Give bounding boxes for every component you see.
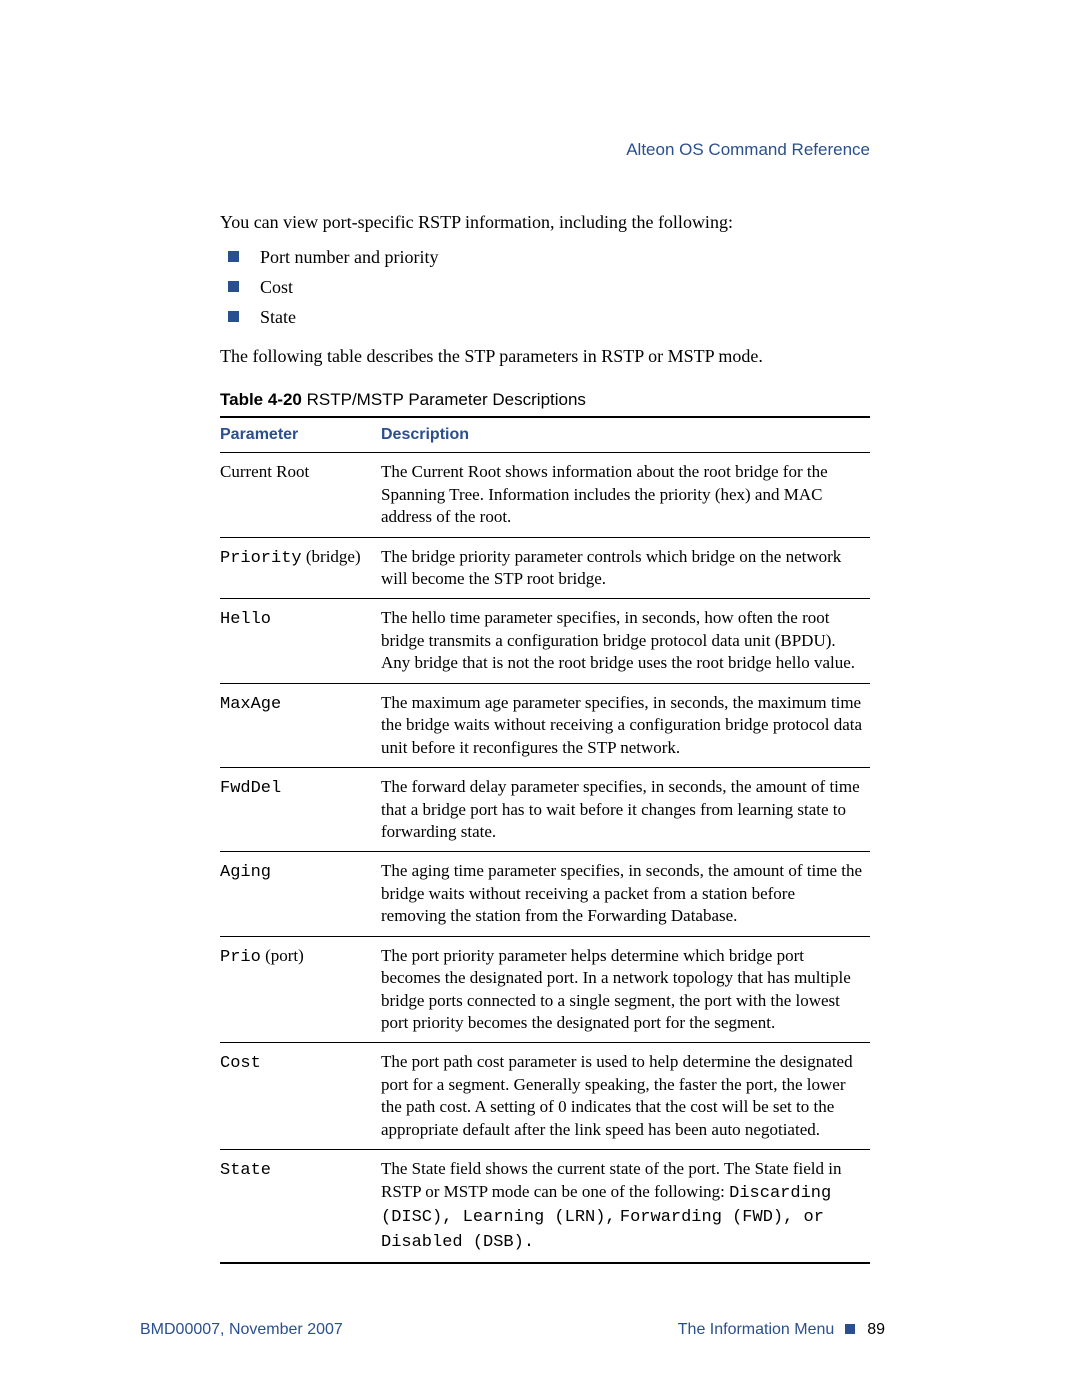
table-row: Prio (port)The port priority parameter h… xyxy=(220,936,870,1043)
parameter-table: Parameter Description Current RootThe Cu… xyxy=(220,416,870,1264)
table-header-parameter: Parameter xyxy=(220,417,381,453)
description-cell: The Current Root shows information about… xyxy=(381,453,870,537)
footer-section-label: The Information Menu xyxy=(678,1321,835,1338)
table-row: StateThe State field shows the current s… xyxy=(220,1150,870,1263)
list-item: State xyxy=(220,304,870,332)
table-row: AgingThe aging time parameter specifies,… xyxy=(220,852,870,936)
description-cell: The port priority parameter helps determ… xyxy=(381,936,870,1043)
description-cell: The aging time parameter specifies, in s… xyxy=(381,852,870,936)
intro-paragraph: You can view port-specific RSTP informat… xyxy=(220,210,870,234)
table-row: Priority (bridge)The bridge priority par… xyxy=(220,537,870,599)
table-header-row: Parameter Description xyxy=(220,417,870,453)
description-cell: The port path cost parameter is used to … xyxy=(381,1043,870,1150)
description-cell: The maximum age parameter specifies, in … xyxy=(381,683,870,767)
table-caption-prefix: Table 4-20 xyxy=(220,390,302,409)
table-caption-rest: RSTP/MSTP Parameter Descriptions xyxy=(302,390,586,409)
parameter-cell: FwdDel xyxy=(220,768,381,852)
description-cell: The State field shows the current state … xyxy=(381,1150,870,1263)
table-row: MaxAgeThe maximum age parameter specifie… xyxy=(220,683,870,767)
description-cell: The forward delay parameter specifies, i… xyxy=(381,768,870,852)
table-row: Current RootThe Current Root shows infor… xyxy=(220,453,870,537)
description-cell: The hello time parameter specifies, in s… xyxy=(381,599,870,683)
running-header: Alteon OS Command Reference xyxy=(220,140,870,160)
table-caption: Table 4-20 RSTP/MSTP Parameter Descripti… xyxy=(220,390,870,410)
table-row: CostThe port path cost parameter is used… xyxy=(220,1043,870,1150)
parameter-cell: Hello xyxy=(220,599,381,683)
table-header-description: Description xyxy=(381,417,870,453)
list-item: Cost xyxy=(220,274,870,302)
document-page: Alteon OS Command Reference You can view… xyxy=(0,0,1080,1397)
parameter-cell: State xyxy=(220,1150,381,1263)
feature-list: Port number and priority Cost State xyxy=(220,244,870,332)
parameter-cell: Priority (bridge) xyxy=(220,537,381,599)
description-cell: The bridge priority parameter controls w… xyxy=(381,537,870,599)
pre-table-paragraph: The following table describes the STP pa… xyxy=(220,344,870,368)
footer-page-number: 89 xyxy=(867,1321,885,1338)
footer-square-icon xyxy=(845,1324,855,1334)
parameter-cell: MaxAge xyxy=(220,683,381,767)
table-row: HelloThe hello time parameter specifies,… xyxy=(220,599,870,683)
page-footer: BMD00007, November 2007 The Information … xyxy=(140,1321,885,1339)
footer-left: BMD00007, November 2007 xyxy=(140,1321,343,1339)
parameter-cell: Current Root xyxy=(220,453,381,537)
table-row: FwdDelThe forward delay parameter specif… xyxy=(220,768,870,852)
parameter-cell: Aging xyxy=(220,852,381,936)
footer-right: The Information Menu 89 xyxy=(678,1321,885,1339)
parameter-cell: Prio (port) xyxy=(220,936,381,1043)
list-item: Port number and priority xyxy=(220,244,870,272)
parameter-cell: Cost xyxy=(220,1043,381,1150)
